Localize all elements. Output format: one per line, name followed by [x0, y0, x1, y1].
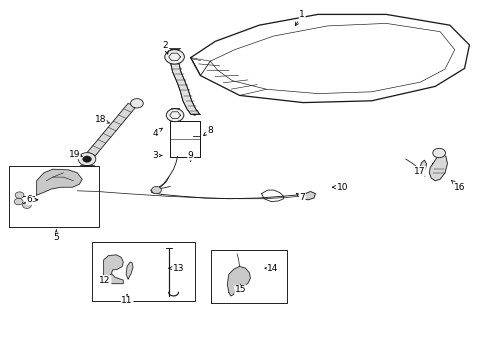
Polygon shape — [83, 103, 136, 161]
Circle shape — [22, 202, 31, 208]
Text: 17: 17 — [413, 166, 425, 176]
Text: 13: 13 — [168, 264, 184, 273]
Circle shape — [166, 109, 183, 122]
Polygon shape — [126, 262, 133, 279]
Circle shape — [432, 148, 445, 158]
Text: 9: 9 — [187, 151, 193, 161]
Text: 19: 19 — [68, 150, 82, 159]
Text: 3: 3 — [152, 151, 162, 160]
Polygon shape — [227, 266, 250, 296]
Text: 16: 16 — [450, 180, 465, 192]
Polygon shape — [103, 255, 123, 284]
Text: 1: 1 — [295, 10, 305, 26]
Circle shape — [82, 156, 91, 162]
Polygon shape — [300, 192, 315, 200]
Text: 11: 11 — [121, 294, 133, 305]
Circle shape — [164, 50, 184, 64]
Text: 14: 14 — [264, 264, 278, 273]
Text: 18: 18 — [94, 115, 109, 124]
Polygon shape — [37, 169, 82, 195]
Text: 4: 4 — [152, 128, 162, 138]
Circle shape — [15, 192, 24, 198]
Text: 8: 8 — [203, 126, 213, 136]
Circle shape — [130, 99, 143, 108]
Polygon shape — [419, 160, 426, 173]
Text: 7: 7 — [296, 193, 305, 202]
Text: 12: 12 — [99, 275, 111, 284]
Circle shape — [78, 153, 96, 166]
Text: 2: 2 — [162, 41, 168, 54]
Text: 6: 6 — [26, 195, 38, 204]
Polygon shape — [170, 61, 199, 114]
Text: 15: 15 — [234, 284, 246, 294]
Circle shape — [14, 198, 23, 205]
Polygon shape — [428, 154, 447, 181]
Text: 5: 5 — [53, 230, 59, 242]
Circle shape — [151, 186, 161, 194]
Text: 10: 10 — [332, 183, 347, 192]
